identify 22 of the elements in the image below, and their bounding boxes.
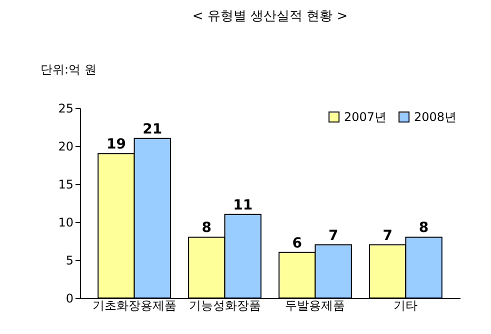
data-label: 7 <box>328 228 338 244</box>
y-axis-title: 단위:억 원 <box>40 62 96 76</box>
legend-label: 2008년 <box>414 110 457 124</box>
y-tick-label: 0 <box>66 292 74 306</box>
y-tick-label: 10 <box>58 216 74 230</box>
x-tick-label: 기능성화장품 <box>188 298 261 312</box>
x-tick-label: 기초화장용제품 <box>92 298 176 312</box>
y-tick-label: 5 <box>66 254 74 268</box>
chart-title: < 유형별 생산실적 현황 > <box>192 9 348 24</box>
data-label: 11 <box>233 197 253 214</box>
data-label: 7 <box>382 228 392 244</box>
y-tick-label: 15 <box>58 178 74 192</box>
x-tick-label: 기타 <box>394 298 418 312</box>
y-tick-label: 20 <box>58 140 74 154</box>
x-tick-label: 두발용제품 <box>285 298 346 312</box>
data-label: 21 <box>142 121 162 138</box>
data-label: 8 <box>418 220 429 236</box>
data-label: 8 <box>202 220 212 236</box>
y-tick-label: 25 <box>58 102 74 116</box>
legend-label: 2007년 <box>344 110 387 124</box>
data-label: 6 <box>292 235 302 252</box>
data-label: 19 <box>106 136 126 153</box>
